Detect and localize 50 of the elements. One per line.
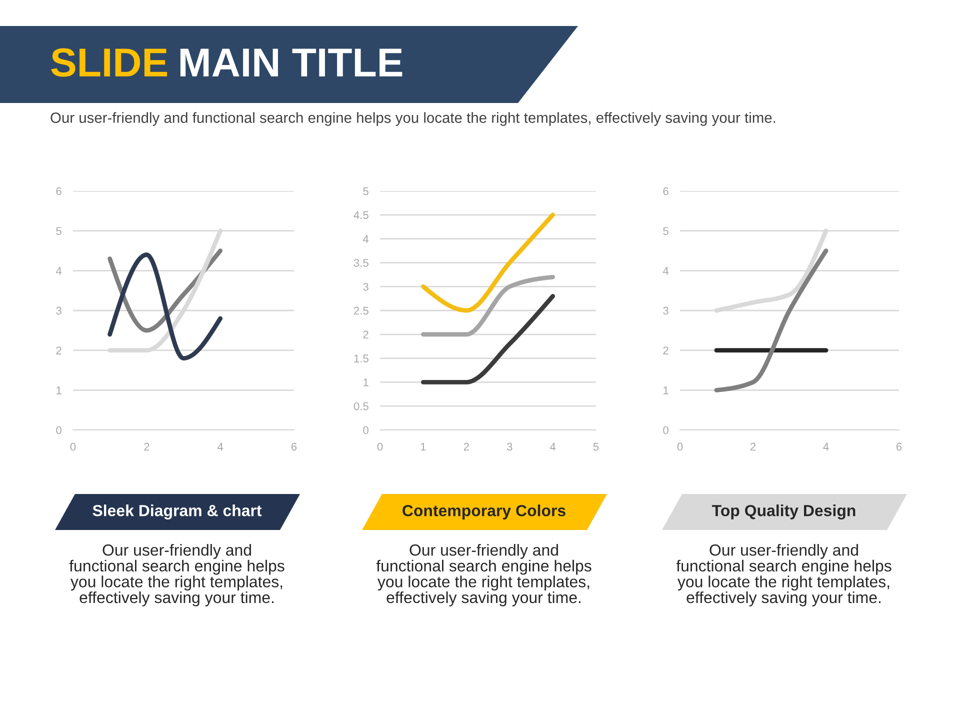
- text: Our user-friendly and functional search engine helps you locate the right templates, effectively saving your time.: [676, 544, 892, 606]
- y-tick-label: 0: [663, 426, 668, 434]
- y-tick-label: 3: [56, 306, 62, 315]
- y-tick-label: 3.5: [354, 258, 368, 267]
- x-tick-label: 6: [896, 442, 902, 451]
- line-series: [714, 248, 828, 392]
- y-tick-label: 4: [362, 235, 369, 243]
- y-tick-label: 2: [363, 330, 368, 338]
- x-tick-label: 0: [677, 442, 683, 451]
- x-tick-label: 4: [823, 442, 829, 451]
- y-tick-label: 1.5: [354, 354, 368, 362]
- y-tick-label: 5: [363, 187, 368, 196]
- y-tick-label: 2.5: [354, 306, 368, 315]
- x-tick-label: 6: [291, 442, 297, 451]
- y-tick-label: 6: [56, 187, 62, 196]
- x-tick-label: 2: [464, 442, 469, 451]
- x-tick-label: 4: [550, 442, 556, 451]
- x-tick-label: 5: [593, 442, 599, 451]
- x-tick-label: 0: [70, 442, 76, 451]
- text: Contemporary Colors: [402, 504, 566, 520]
- x-tick-label: 1: [420, 442, 426, 451]
- y-tick-label: 4: [662, 267, 669, 275]
- text: Our user-friendly and functional search engine helps you locate the right templates, effectively saving your time.: [69, 544, 284, 606]
- y-tick-label: 2: [56, 346, 62, 354]
- x-tick-label: 3: [506, 442, 512, 451]
- y-tick-label: 0: [56, 426, 62, 434]
- text: Our user-friendly and functional search engine helps you locate the right templates, effectively saving your time.: [376, 544, 592, 606]
- x-tick-label: 0: [377, 442, 383, 451]
- y-tick-label: 0: [363, 426, 368, 434]
- y-tick-label: 4.5: [354, 211, 368, 220]
- text: Our user-friendly and functional search engine helps you locate the right templates, effectively saving your time.: [50, 112, 776, 126]
- y-tick-label: 0.5: [354, 402, 368, 410]
- x-tick-label: 2: [144, 442, 150, 451]
- x-tick-label: 2: [750, 442, 756, 451]
- text: Sleek Diagram & chart: [92, 504, 262, 520]
- y-tick-label: 6: [663, 187, 668, 196]
- line-series: [420, 212, 556, 313]
- y-tick-label: 5: [56, 227, 62, 235]
- y-tick-label: 3: [663, 306, 668, 315]
- y-tick-label: 2: [663, 346, 668, 354]
- x-tick-label: 4: [218, 442, 224, 451]
- y-tick-label: 5: [663, 227, 668, 235]
- y-tick-label: 4: [56, 267, 62, 275]
- y-tick-label: 1: [664, 386, 668, 394]
- y-tick-label: 1: [364, 378, 368, 386]
- line-series: [108, 252, 223, 361]
- text: Top Quality Design: [712, 504, 856, 520]
- y-tick-label: 1: [56, 386, 62, 394]
- text: SLIDE MAIN TITLE: [51, 48, 402, 77]
- y-tick-label: 3: [363, 282, 368, 291]
